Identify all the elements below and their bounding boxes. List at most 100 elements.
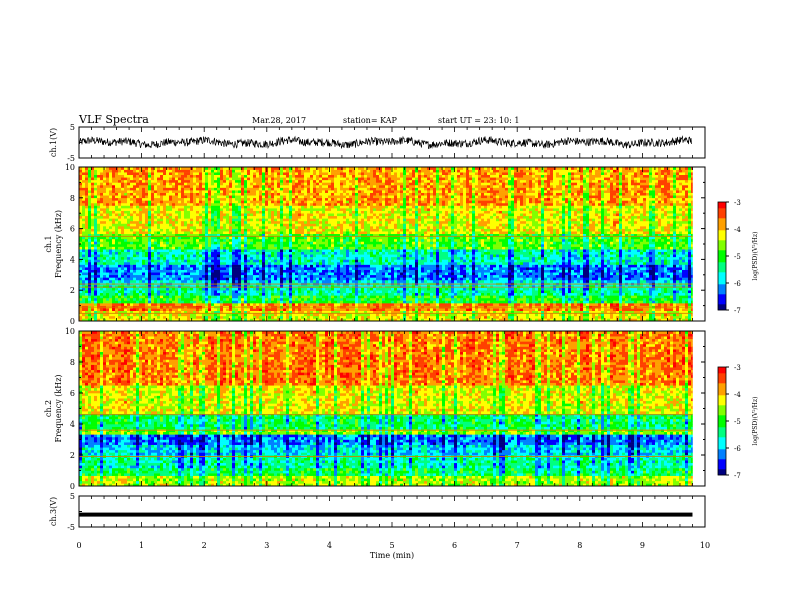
spectrum-cell [124, 303, 127, 306]
spectrum-cell [142, 239, 145, 242]
spectrum-cell [151, 206, 154, 209]
spectrum-cell [148, 185, 151, 188]
spectrum-cell [175, 229, 178, 232]
spectrum-cell [169, 177, 172, 180]
spectrum-cell [121, 252, 124, 255]
spectrum-cell [136, 239, 139, 242]
spectrum-cell [184, 188, 187, 191]
spectrum-cell [193, 257, 196, 260]
spectrum-cell [142, 203, 145, 206]
spectrum-cell [190, 211, 193, 214]
spectrum-cell [109, 200, 112, 203]
spectrum-cell [91, 270, 94, 273]
spectrum-cell [82, 236, 85, 239]
spectrum-cell [97, 172, 100, 175]
spectrum-cell [103, 190, 106, 193]
spectrum-cell [169, 239, 172, 242]
spectrum-cell [154, 254, 157, 257]
spectrum-cell [127, 203, 130, 206]
spectrum-cell [100, 313, 103, 316]
spectrum-cell [118, 190, 121, 193]
spectrum-cell [133, 216, 136, 219]
spectrum-cell [94, 208, 97, 211]
spectrum-cell [103, 170, 106, 173]
spectrum-cell [160, 213, 163, 216]
spectrum-cell [187, 198, 190, 201]
spectrum-cell [142, 188, 145, 191]
spectrum-cell [115, 303, 118, 306]
spectrum-cell [118, 223, 121, 226]
spectrum-cell [82, 213, 85, 216]
spectrum-cell [190, 208, 193, 211]
spectrum-cell [100, 280, 103, 283]
spectrum-cell [109, 300, 112, 303]
spectrum-cell [121, 172, 124, 175]
spectrum-cell [157, 206, 160, 209]
spectrum-cell [127, 265, 130, 268]
spectrum-cell [160, 208, 163, 211]
spectrum-cell [172, 226, 175, 229]
spectrum-cell [181, 200, 184, 203]
spectrum-cell [121, 270, 124, 273]
spectrum-cell [184, 254, 187, 257]
spectrum-cell [169, 226, 172, 229]
spectrum-cell [121, 200, 124, 203]
spectrum-cell [124, 239, 127, 242]
spectrum-cell [163, 213, 166, 216]
spectrum-cell [145, 193, 148, 196]
spectrum-cell [136, 272, 139, 275]
spectrum-cell [193, 265, 196, 268]
spectrum-cell [88, 213, 91, 216]
spectrum-cell [112, 280, 115, 283]
spectrum-cell [139, 259, 142, 262]
spectrum-cell [154, 262, 157, 265]
spectrum-cell [130, 218, 133, 221]
spectrum-cell [184, 241, 187, 244]
spectrum-cell [109, 259, 112, 262]
spectrum-cell [193, 270, 196, 273]
spectrum-cell [178, 265, 181, 268]
spectrum-cell [118, 300, 121, 303]
spectrum-cell [127, 308, 130, 311]
spectrum-cell [121, 300, 124, 303]
spectrum-cell [130, 257, 133, 260]
spectrum-cell [166, 241, 169, 244]
spectrum-cell [190, 293, 193, 296]
spectrum-cell [85, 182, 88, 185]
spectrum-cell [115, 182, 118, 185]
spectrum-cell [91, 193, 94, 196]
spectrum-cell [142, 308, 145, 311]
spectrum-cell [148, 254, 151, 257]
spectrum-cell [100, 198, 103, 201]
spectrum-cell [172, 231, 175, 234]
spectrum-cell [193, 288, 196, 291]
spectrum-cell [163, 221, 166, 224]
spectrum-cell [160, 298, 163, 301]
spectrum-cell [124, 188, 127, 191]
spectrum-cell [112, 270, 115, 273]
spectrum-cell [163, 257, 166, 260]
spectrum-cell [121, 259, 124, 262]
spectrum-cell [166, 244, 169, 247]
spectrum-cell [178, 267, 181, 270]
spectrum-cell [115, 177, 118, 180]
spectrum-cell [139, 244, 142, 247]
spectrum-cell [139, 200, 142, 203]
spectrum-cell [178, 293, 181, 296]
spectrum-cell [82, 316, 85, 319]
spectrum-cell [160, 290, 163, 293]
spectrum-cell [118, 316, 121, 319]
spectrum-cell [103, 257, 106, 260]
spectrum-cell [172, 236, 175, 239]
spectrum-cell [100, 257, 103, 260]
spectrum-cell [127, 188, 130, 191]
spectrum-cell [103, 313, 106, 316]
spectrum-cell [175, 185, 178, 188]
spectrum-cell [136, 265, 139, 268]
spectrum-cell [139, 247, 142, 250]
spectrum-cell [142, 288, 145, 291]
spectrum-cell [106, 241, 109, 244]
spectrum-cell [121, 229, 124, 232]
spectrum-cell [130, 221, 133, 224]
spectrum-cell [112, 218, 115, 221]
